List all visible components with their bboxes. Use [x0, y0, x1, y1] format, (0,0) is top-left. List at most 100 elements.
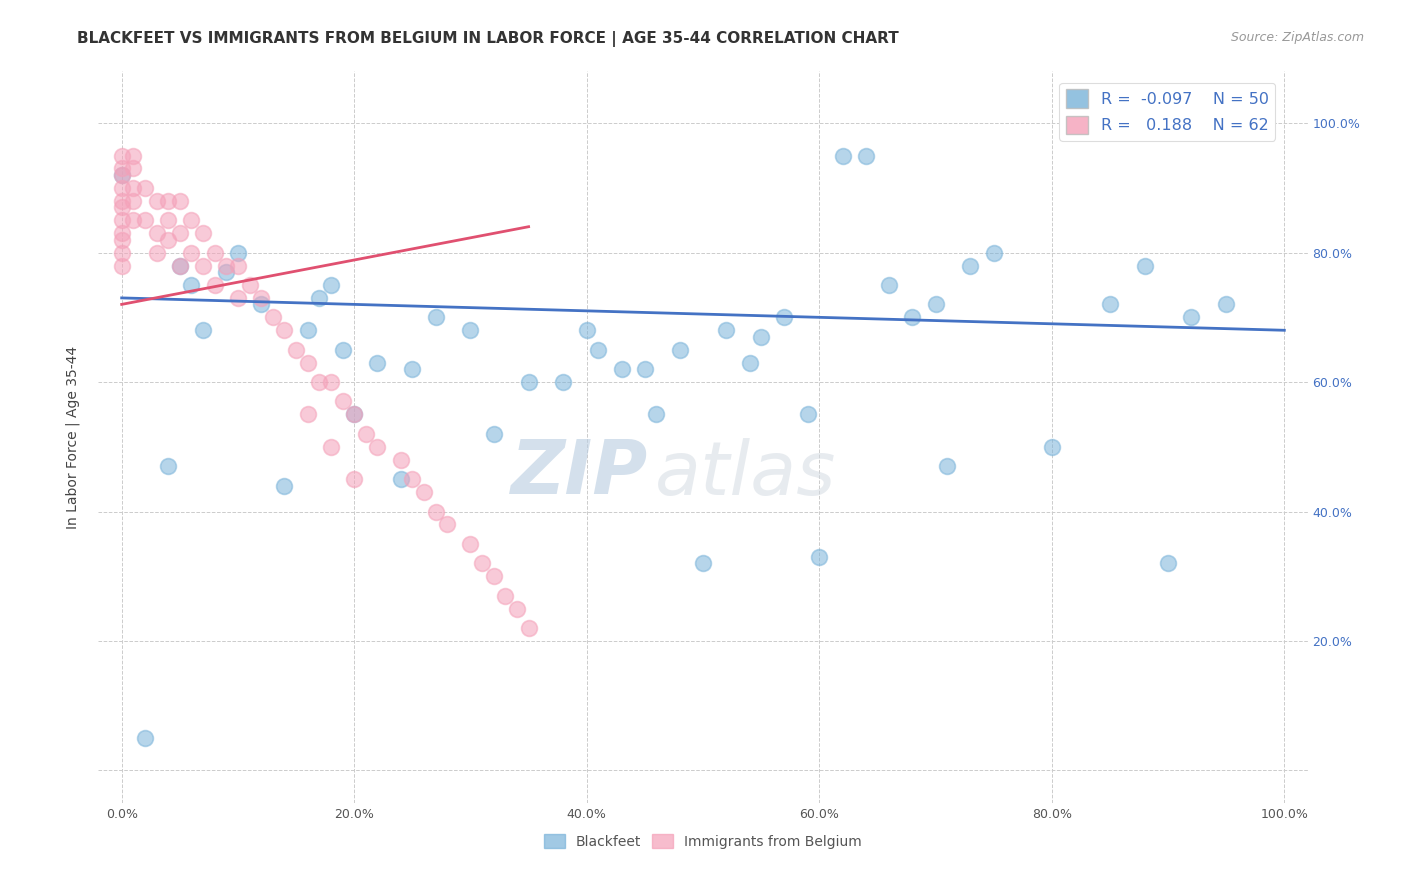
Point	[204, 277, 226, 292]
Point	[1098, 297, 1121, 311]
Point	[482, 569, 505, 583]
Point	[936, 459, 959, 474]
Point	[111, 168, 134, 182]
Point	[145, 226, 167, 240]
Point	[808, 549, 831, 564]
Point	[332, 394, 354, 409]
Point	[226, 245, 249, 260]
Point	[749, 330, 772, 344]
Point	[460, 537, 482, 551]
Point	[157, 194, 180, 208]
Point	[180, 277, 202, 292]
Point	[983, 245, 1005, 260]
Point	[1133, 259, 1156, 273]
Point	[157, 213, 180, 227]
Point	[191, 226, 214, 240]
Point	[343, 408, 366, 422]
Point	[773, 310, 796, 325]
Point	[796, 408, 818, 422]
Point	[425, 310, 447, 325]
Point	[308, 375, 330, 389]
Point	[389, 472, 412, 486]
Text: BLACKFEET VS IMMIGRANTS FROM BELGIUM IN LABOR FORCE | AGE 35-44 CORRELATION CHAR: BLACKFEET VS IMMIGRANTS FROM BELGIUM IN …	[77, 31, 898, 47]
Point	[169, 259, 191, 273]
Point	[122, 181, 145, 195]
Point	[262, 310, 284, 325]
Point	[343, 472, 366, 486]
Point	[239, 277, 262, 292]
Point	[401, 362, 423, 376]
Point	[180, 245, 202, 260]
Point	[354, 426, 377, 441]
Point	[111, 226, 134, 240]
Point	[506, 601, 529, 615]
Point	[111, 161, 134, 176]
Point	[297, 356, 319, 370]
Point	[959, 259, 981, 273]
Point	[122, 213, 145, 227]
Text: atlas: atlas	[655, 438, 837, 509]
Point	[716, 323, 738, 337]
Point	[111, 259, 134, 273]
Point	[413, 485, 436, 500]
Point	[215, 259, 238, 273]
Point	[308, 291, 330, 305]
Point	[482, 426, 505, 441]
Point	[111, 213, 134, 227]
Text: ZIP: ZIP	[512, 437, 648, 510]
Point	[1157, 557, 1180, 571]
Point	[610, 362, 633, 376]
Point	[1040, 440, 1063, 454]
Point	[588, 343, 610, 357]
Point	[471, 557, 494, 571]
Point	[111, 194, 134, 208]
Point	[111, 148, 134, 162]
Point	[297, 408, 319, 422]
Point	[1215, 297, 1237, 311]
Point	[134, 181, 156, 195]
Point	[169, 226, 191, 240]
Point	[517, 621, 540, 635]
Point	[226, 291, 249, 305]
Point	[169, 194, 191, 208]
Point	[157, 233, 180, 247]
Point	[145, 194, 167, 208]
Point	[343, 408, 366, 422]
Point	[494, 589, 516, 603]
Point	[634, 362, 657, 376]
Point	[389, 452, 412, 467]
Point	[425, 504, 447, 518]
Point	[204, 245, 226, 260]
Point	[366, 356, 388, 370]
Point	[226, 259, 249, 273]
Point	[157, 459, 180, 474]
Point	[553, 375, 575, 389]
Point	[180, 213, 202, 227]
Point	[273, 323, 295, 337]
Point	[111, 233, 134, 247]
Point	[250, 291, 273, 305]
Point	[401, 472, 423, 486]
Point	[738, 356, 761, 370]
Text: Source: ZipAtlas.com: Source: ZipAtlas.com	[1230, 31, 1364, 45]
Point	[111, 245, 134, 260]
Point	[191, 323, 214, 337]
Point	[436, 517, 458, 532]
Point	[319, 440, 342, 454]
Point	[111, 200, 134, 214]
Point	[122, 194, 145, 208]
Point	[285, 343, 308, 357]
Point	[134, 213, 156, 227]
Point	[901, 310, 924, 325]
Point	[924, 297, 946, 311]
Point	[692, 557, 714, 571]
Point	[575, 323, 598, 337]
Point	[145, 245, 167, 260]
Point	[332, 343, 354, 357]
Point	[460, 323, 482, 337]
Point	[122, 161, 145, 176]
Point	[273, 478, 295, 492]
Y-axis label: In Labor Force | Age 35-44: In Labor Force | Age 35-44	[65, 345, 80, 529]
Point	[297, 323, 319, 337]
Point	[319, 277, 342, 292]
